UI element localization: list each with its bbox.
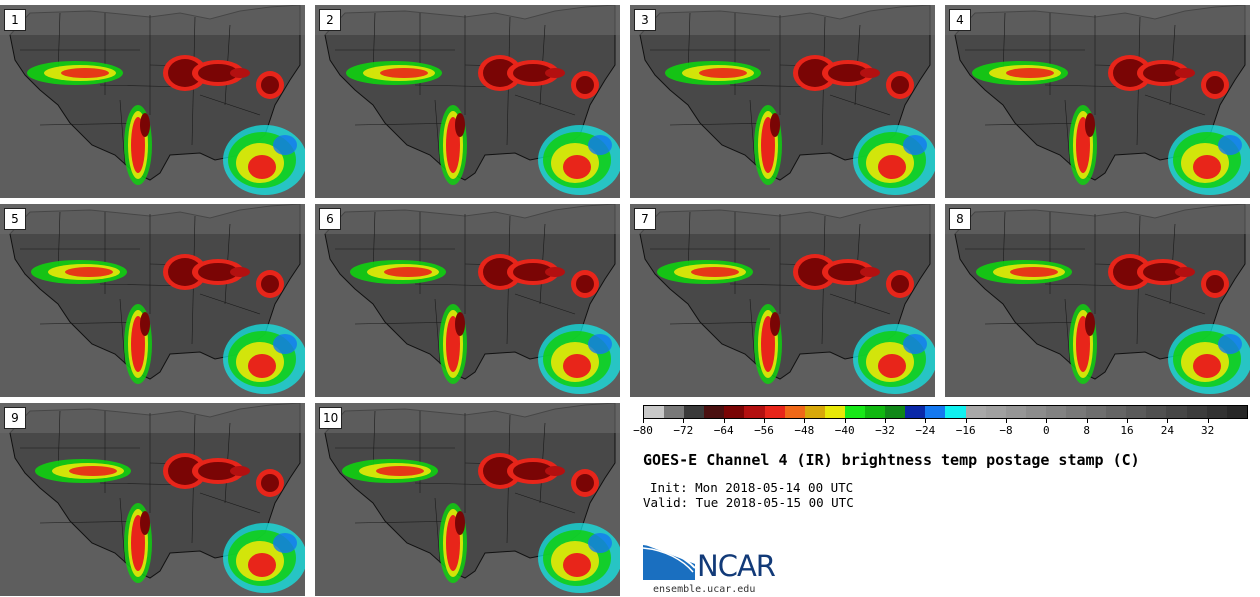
colorbar-swatch: [684, 406, 705, 418]
colorbar-swatch: [844, 406, 866, 418]
forecast-panel: 1: [0, 5, 305, 198]
panel-label: 2: [319, 9, 341, 31]
colorbar-swatch: [1146, 406, 1167, 418]
panel-label: 4: [949, 9, 971, 31]
colorbar-tick-label: −16: [955, 424, 976, 437]
colorbar-swatch: [1226, 406, 1247, 418]
colorbar-swatch: [804, 406, 825, 418]
colorbar-tick: [683, 419, 685, 423]
colorbar-ticks: −80 −72 −64 −56 −48 −40 −32 −24 −16 −8 0 8 16 24 32: [633, 419, 1248, 439]
colorbar-swatch: [1045, 406, 1066, 418]
colorbar-tick: [885, 419, 886, 423]
colorbar-swatch: [1106, 406, 1127, 418]
forecast-panel: 4: [945, 5, 1250, 198]
colorbar-tick-label: −80: [633, 424, 653, 437]
ncar-logo-icon: [643, 543, 696, 580]
colorbar-tick-label: −56: [754, 424, 774, 437]
panel-label: 3: [634, 9, 656, 31]
forecast-panel: 2: [315, 5, 620, 198]
forecast-panel: 10: [315, 403, 620, 596]
colorbar-tick: [1207, 419, 1209, 423]
forecast-panel: 9: [0, 403, 305, 596]
colorbar-tick: [804, 419, 806, 423]
colorbar-swatch: [1206, 406, 1227, 418]
colorbar-swatch: [704, 406, 725, 418]
colorbar-tick-label: 24: [1160, 424, 1174, 437]
init-time: Init: Mon 2018-05-14 00 UTC: [650, 480, 854, 495]
colorbar-tick: [723, 419, 725, 423]
colorbar-tick-label: 32: [1201, 424, 1215, 437]
colorbar-tick: [844, 419, 846, 423]
panel-label: 8: [949, 208, 971, 230]
colorbar-tick-label: −72: [673, 424, 694, 437]
colorbar-swatch: [664, 406, 685, 418]
colorbar-tick: [925, 419, 927, 423]
colorbar-tick: [1006, 419, 1007, 423]
colorbar-swatch: [724, 406, 745, 418]
colorbar-swatch: [644, 406, 665, 418]
colorbar-swatch: [1186, 406, 1207, 418]
colorbar-tick-label: −32: [875, 424, 895, 437]
colorbar-tick: [1167, 419, 1169, 423]
colorbar-tick-label: −64: [713, 424, 734, 437]
colorbar-tick: [1127, 419, 1128, 423]
colorbar-swatch: [824, 406, 845, 418]
panel-label: 1: [4, 9, 26, 31]
colorbar-tick: [1046, 419, 1048, 423]
colorbar-swatch: [1025, 406, 1046, 418]
colorbar-tick-label: 16: [1120, 424, 1134, 437]
colorbar-swatch: [784, 406, 805, 418]
colorbar-swatch: [865, 406, 886, 418]
forecast-panel: 3: [630, 5, 935, 198]
colorbar-swatch: [945, 406, 966, 418]
colorbar-tick-label: −48: [794, 424, 815, 437]
colorbar-swatch: [1166, 406, 1187, 418]
colorbar-swatch: [1086, 406, 1107, 418]
colorbar-tick: [764, 419, 765, 423]
panel-label: 5: [4, 208, 26, 230]
forecast-panel: 7: [630, 204, 935, 397]
colorbar-tick: [1086, 419, 1088, 423]
colorbar: [643, 405, 1248, 419]
colorbar-swatch: [1065, 406, 1087, 418]
panel-label: 6: [319, 208, 341, 230]
site-url: ensemble.ucar.edu: [653, 584, 756, 595]
colorbar-tick-label: −40: [834, 424, 855, 437]
colorbar-swatch: [885, 406, 906, 418]
forecast-panel: 8: [945, 204, 1250, 397]
ncar-logo-text: NCAR: [697, 549, 776, 583]
figure-title: GOES-E Channel 4 (IR) brightness temp po…: [643, 451, 1140, 469]
colorbar-tick-label: 8: [1083, 424, 1090, 437]
colorbar-swatch: [925, 406, 946, 418]
forecast-panel: 6: [315, 204, 620, 397]
colorbar-tick-label: −24: [915, 424, 936, 437]
colorbar-swatch: [985, 406, 1006, 418]
colorbar-swatch: [905, 406, 926, 418]
colorbar-tick: [965, 419, 967, 423]
colorbar-tick-label: −8: [999, 424, 1013, 437]
valid-time: Valid: Tue 2018-05-15 00 UTC: [643, 495, 854, 510]
colorbar-swatch: [1126, 406, 1147, 418]
colorbar-swatch: [1005, 406, 1026, 418]
panel-label: 9: [4, 407, 26, 429]
forecast-panel: 5: [0, 204, 305, 397]
panel-label: 10: [319, 407, 343, 429]
colorbar-swatch: [965, 406, 986, 418]
colorbar-tick-label: 0: [1043, 424, 1050, 437]
colorbar-tick: [643, 419, 644, 423]
panel-label: 7: [634, 208, 656, 230]
colorbar-swatch: [764, 406, 785, 418]
colorbar-swatch: [744, 406, 765, 418]
